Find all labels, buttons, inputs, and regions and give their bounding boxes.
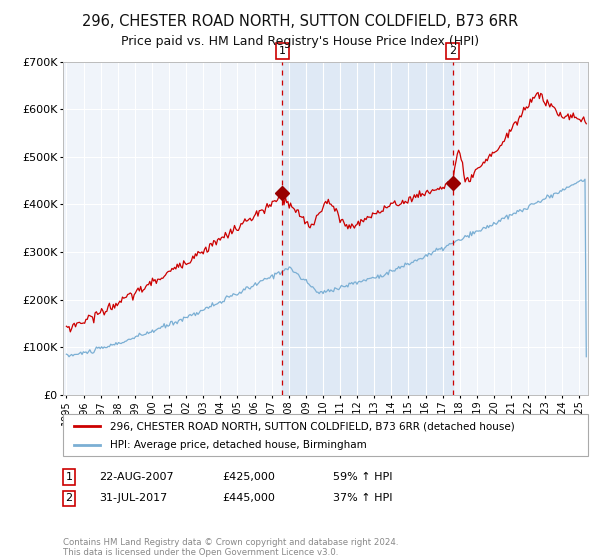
Text: HPI: Average price, detached house, Birmingham: HPI: Average price, detached house, Birm… [110,440,367,450]
Text: Price paid vs. HM Land Registry's House Price Index (HPI): Price paid vs. HM Land Registry's House … [121,35,479,48]
Text: 2: 2 [449,46,456,56]
Text: 296, CHESTER ROAD NORTH, SUTTON COLDFIELD, B73 6RR (detached house): 296, CHESTER ROAD NORTH, SUTTON COLDFIEL… [110,421,515,431]
Text: 1: 1 [65,472,73,482]
Text: Contains HM Land Registry data © Crown copyright and database right 2024.
This d: Contains HM Land Registry data © Crown c… [63,538,398,557]
Text: £445,000: £445,000 [222,493,275,503]
Text: 1: 1 [279,46,286,56]
Bar [282,62,452,395]
Text: 296, CHESTER ROAD NORTH, SUTTON COLDFIELD, B73 6RR: 296, CHESTER ROAD NORTH, SUTTON COLDFIEL… [82,14,518,29]
FancyBboxPatch shape [63,414,588,456]
Text: £425,000: £425,000 [222,472,275,482]
Text: 2: 2 [65,493,73,503]
Text: 22-AUG-2007: 22-AUG-2007 [99,472,173,482]
Text: 37% ↑ HPI: 37% ↑ HPI [333,493,392,503]
Text: 31-JUL-2017: 31-JUL-2017 [99,493,167,503]
Text: 59% ↑ HPI: 59% ↑ HPI [333,472,392,482]
